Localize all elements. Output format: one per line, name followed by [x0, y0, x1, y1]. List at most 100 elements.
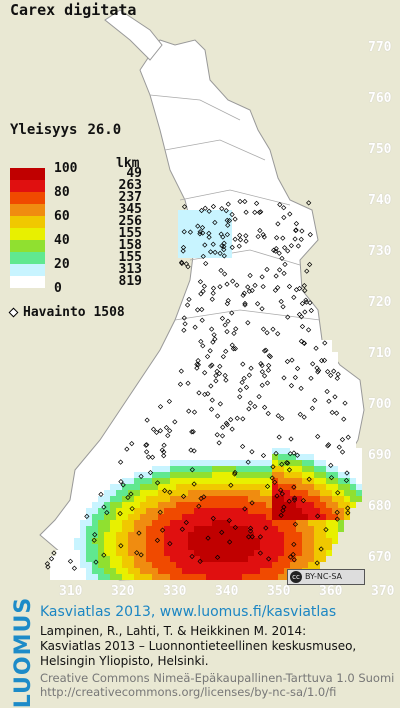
grid-cell — [272, 436, 278, 442]
grid-cell — [158, 544, 164, 550]
grid-cell — [302, 454, 308, 460]
grid-cell — [308, 460, 314, 466]
grid-cell — [332, 382, 338, 388]
grid-cell — [230, 412, 236, 418]
grid-cell — [284, 376, 290, 382]
grid-cell — [350, 484, 356, 490]
license-badge[interactable]: cc BY-NC-SA — [287, 569, 365, 585]
grid-cell — [266, 400, 272, 406]
grid-cell — [200, 532, 206, 538]
grid-cell — [212, 454, 218, 460]
observation-point — [180, 244, 187, 251]
grid-cell — [122, 556, 128, 562]
grid-cell — [92, 526, 98, 532]
observation-point — [345, 510, 351, 516]
grid-cell — [164, 412, 170, 418]
grid-cell — [194, 460, 200, 466]
grid-cell — [152, 460, 158, 466]
grid-cell — [254, 406, 260, 412]
grid-cell — [184, 234, 190, 240]
grid-cell — [212, 550, 218, 556]
observation-point — [284, 358, 291, 365]
grid-cell — [266, 394, 272, 400]
grid-cell — [296, 388, 302, 394]
grid-cell — [152, 424, 158, 430]
grid-cell — [200, 502, 206, 508]
grid-cell — [140, 538, 146, 544]
grid-cell — [266, 520, 272, 526]
grid-cell — [146, 496, 152, 502]
grid-cell — [350, 424, 356, 430]
grid-cell — [290, 418, 296, 424]
grid-cell — [104, 568, 110, 574]
grid-cell — [308, 502, 314, 508]
grid-cell — [302, 370, 308, 376]
observation-point — [315, 513, 321, 519]
observation-point — [232, 236, 238, 242]
grid-cell — [164, 574, 170, 580]
grid-cell — [248, 412, 254, 418]
observation-point — [288, 383, 295, 389]
grid-cell — [254, 442, 260, 448]
grid-cell — [116, 544, 122, 550]
grid-cell — [314, 544, 320, 550]
grid-cell — [188, 442, 194, 448]
grid-cell — [110, 520, 116, 526]
grid-cell — [242, 496, 248, 502]
grid-cell — [212, 520, 218, 526]
grid-cell — [182, 466, 188, 472]
grid-cell — [80, 514, 86, 520]
grid-cell — [200, 472, 206, 478]
grid-cell — [314, 448, 320, 454]
observation-point — [248, 365, 254, 371]
observation-point — [71, 565, 78, 571]
grid-cell — [218, 526, 224, 532]
grid-cell — [296, 472, 302, 478]
grid-cell — [242, 562, 248, 568]
observation-point — [67, 558, 74, 564]
observation-point — [184, 302, 191, 308]
grid-cell — [218, 538, 224, 544]
observation-point — [276, 267, 283, 273]
grid-cell — [314, 454, 320, 460]
grid-cell — [214, 240, 220, 246]
license-line-2[interactable]: http://creativecommons.org/licenses/by-n… — [40, 685, 337, 699]
observation-point — [157, 509, 163, 515]
grid-cell — [182, 550, 188, 556]
observation-point — [307, 231, 313, 238]
grid-cell — [116, 568, 122, 574]
grid-cell — [284, 538, 290, 544]
grid-cell — [302, 532, 308, 538]
grid-cell — [320, 430, 326, 436]
grid-cell — [260, 514, 266, 520]
observation-point — [51, 550, 57, 556]
grid-cell — [320, 424, 326, 430]
grid-cell — [290, 346, 296, 352]
grid-cell — [182, 472, 188, 478]
grid-cell — [296, 556, 302, 562]
grid-cell — [314, 472, 320, 478]
grid-cell — [206, 568, 212, 574]
grid-cell — [182, 502, 188, 508]
grid-cell — [260, 466, 266, 472]
grid-cell — [302, 460, 308, 466]
grid-cell — [290, 388, 296, 394]
grid-cell — [206, 436, 212, 442]
observation-point — [292, 236, 298, 242]
grid-cell — [260, 526, 266, 532]
grid-cell — [230, 340, 236, 346]
grid-cell — [236, 490, 242, 496]
grid-cell — [326, 376, 332, 382]
grid-cell — [236, 352, 242, 358]
observation-point — [280, 304, 286, 310]
grid-cell — [196, 234, 202, 240]
grid-cell — [86, 550, 92, 556]
footer-title[interactable]: Kasviatlas 2013, www.luomus.fi/kasviatla… — [40, 604, 337, 620]
grid-cell — [200, 568, 206, 574]
observation-point — [324, 388, 330, 395]
citation-line-3: Helsingin Yliopisto, Helsinki. — [40, 654, 209, 668]
observation-point — [278, 298, 284, 305]
observation-point — [264, 380, 271, 386]
grid-cell — [212, 478, 218, 484]
grid-cell — [254, 436, 260, 442]
